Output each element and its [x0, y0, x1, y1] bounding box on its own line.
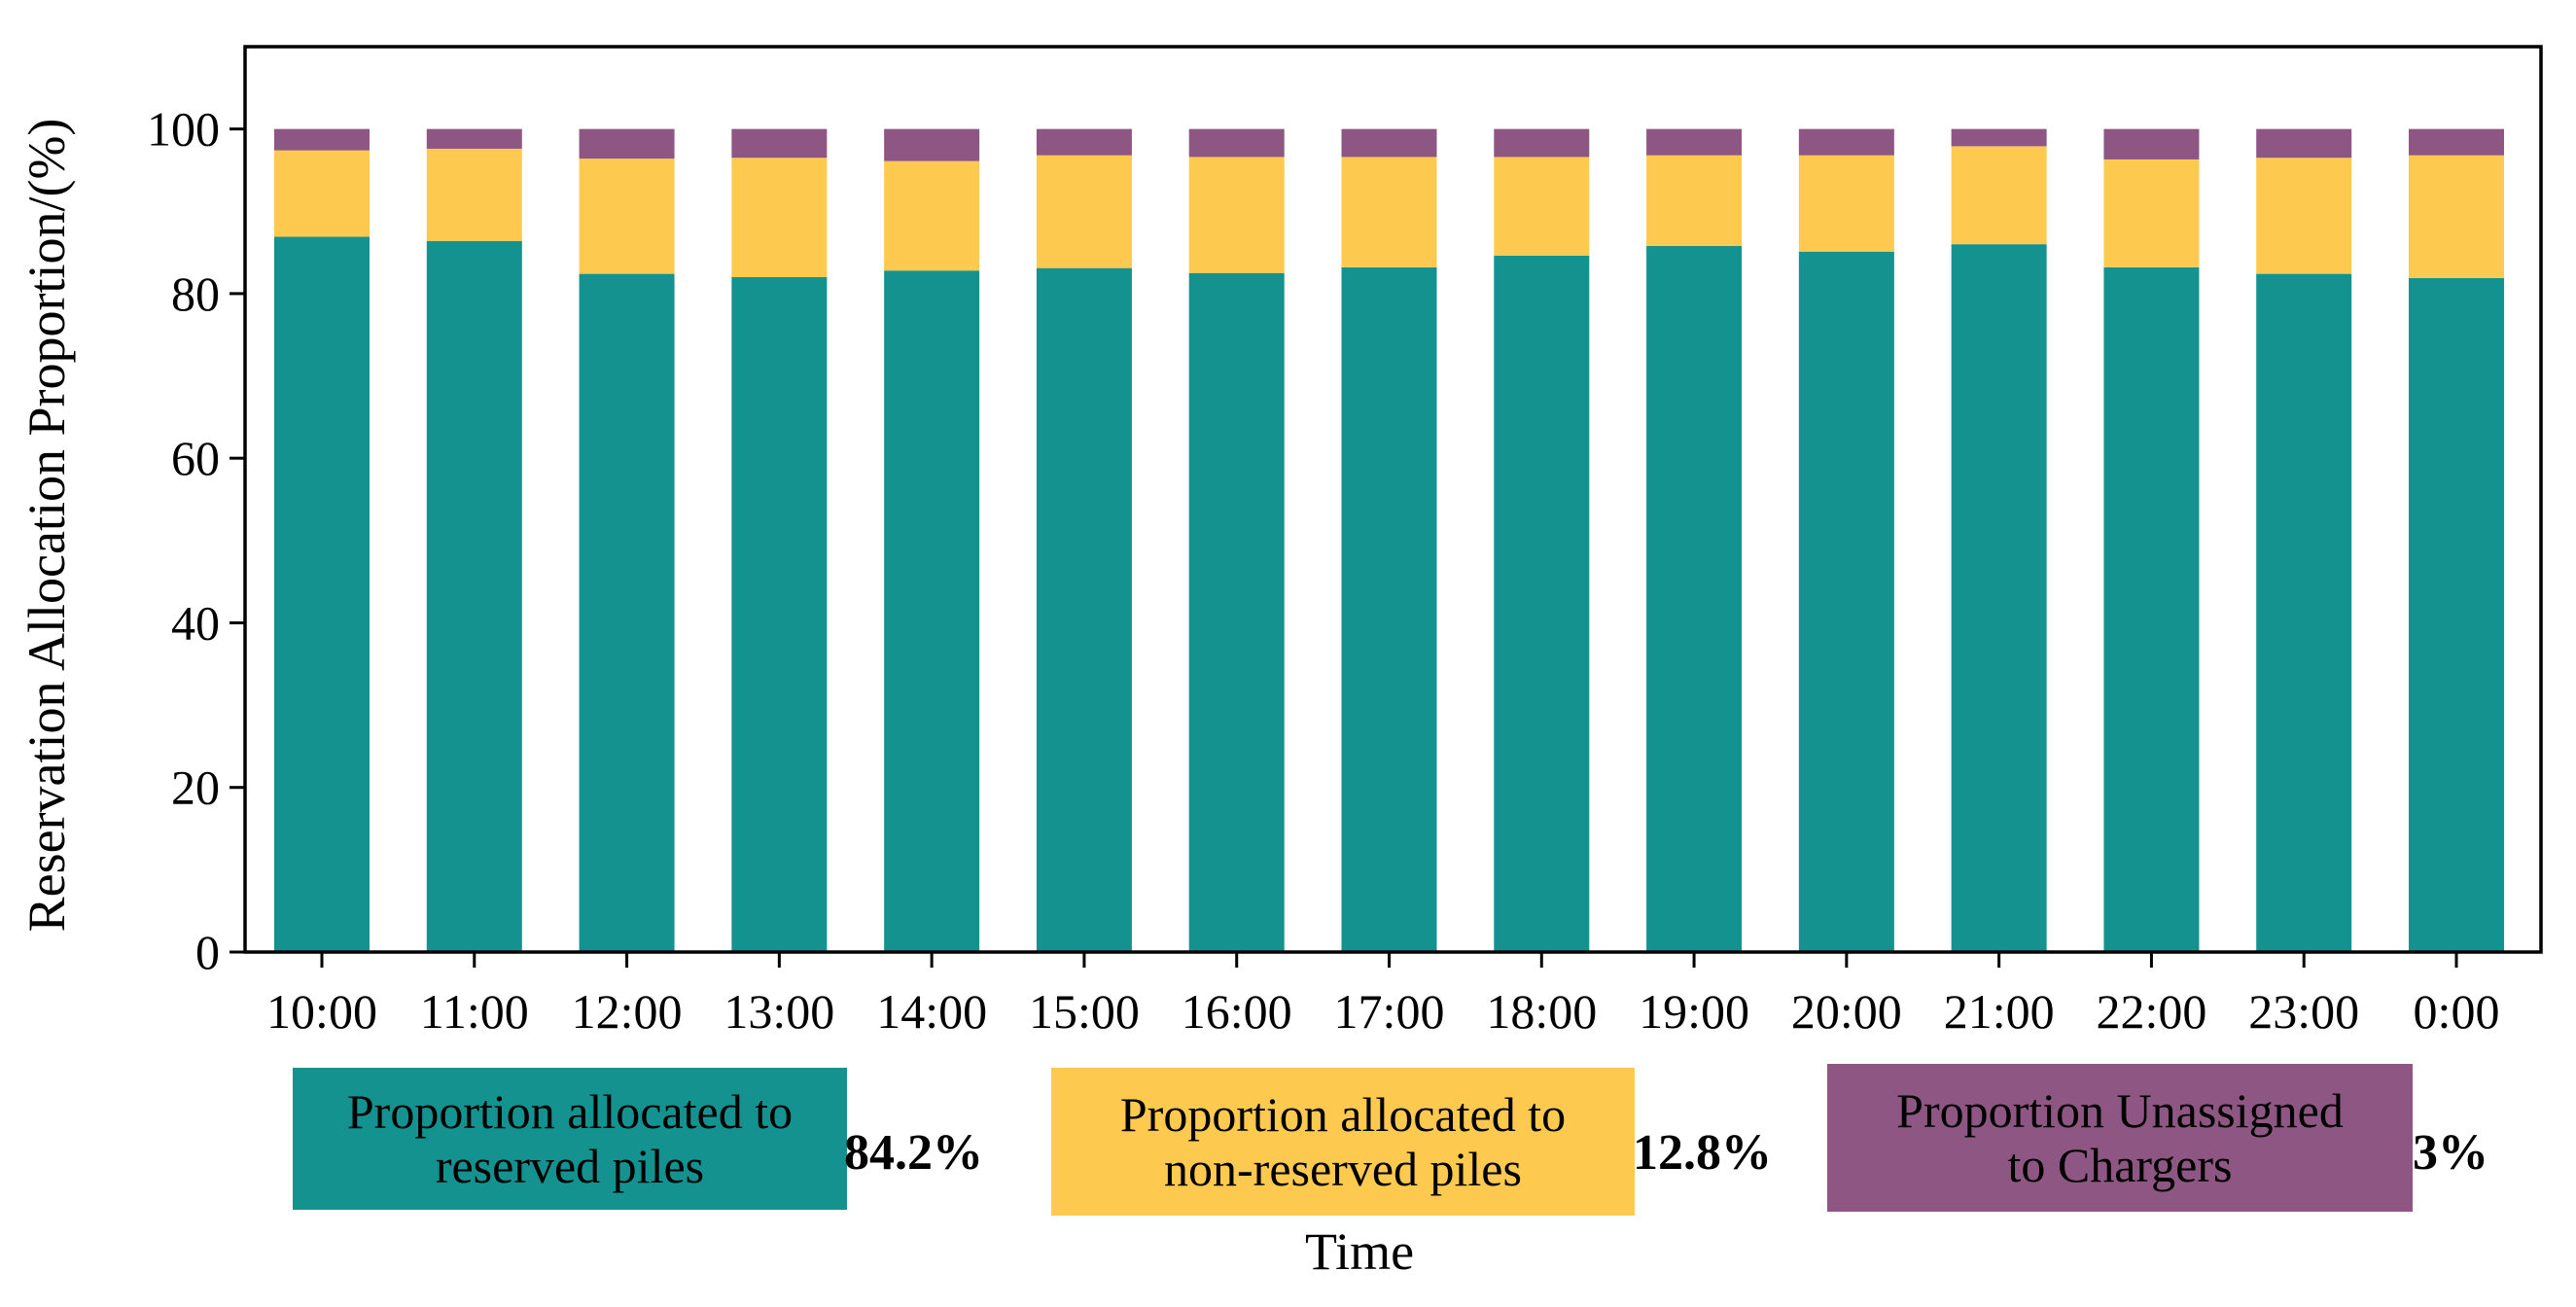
bar-1900-series-2: [1646, 155, 1743, 246]
bar-1700-series-3: [1341, 128, 1437, 158]
bar-1100-series-1: [426, 240, 522, 953]
bar-1000-series-3: [274, 128, 370, 151]
bar-1400-series-1: [884, 270, 980, 953]
x-tick-label: 21:00: [1944, 984, 2055, 1039]
bar-2300-series-1: [2256, 273, 2352, 953]
y-tick-label: 0: [195, 925, 220, 979]
bar-1800-series-2: [1494, 157, 1590, 256]
x-tick-label: 15:00: [1029, 984, 1140, 1039]
y-tick-label: 20: [171, 760, 220, 815]
bar-1600-series-3: [1188, 128, 1285, 158]
bar-000-series-1: [2409, 277, 2504, 953]
bar-1500-series-2: [1036, 155, 1132, 268]
x-tick-label: 18:00: [1486, 984, 1597, 1039]
bar-2300-series-3: [2256, 128, 2352, 159]
y-tick-label: 80: [171, 266, 220, 321]
bar-1200-series-2: [579, 159, 675, 274]
bar-1400-series-2: [884, 160, 980, 271]
bar-2000-series-3: [1798, 128, 1894, 156]
bar-2100-series-1: [1951, 244, 2047, 952]
legend-unassigned-line1: Proportion Unassigned: [1896, 1083, 2344, 1138]
legend-reserved-line1: Proportion allocated to: [346, 1084, 794, 1139]
x-tick-label: 14:00: [876, 984, 987, 1039]
bar-1600-series-1: [1188, 272, 1285, 952]
bar-1300-series-2: [731, 158, 828, 277]
y-tick-label: 60: [171, 431, 220, 485]
bar-2300-series-2: [2256, 158, 2352, 274]
bar-1500-series-1: [1036, 267, 1132, 952]
bar-1600-series-2: [1188, 157, 1285, 273]
legend-unassigned-percent: 3%: [2413, 1125, 2488, 1181]
bar-2000-series-1: [1798, 251, 1894, 952]
bar-1000-series-1: [274, 236, 370, 952]
bar-1700-series-1: [1341, 266, 1437, 953]
bar-1300-series-1: [731, 276, 828, 953]
y-tick-label: 40: [171, 595, 220, 650]
y-tick-label: 100: [147, 102, 220, 157]
legend-non-reserved-percent: 12.8%: [1633, 1125, 1772, 1181]
bar-1700-series-2: [1341, 157, 1437, 267]
bars-layer: [274, 128, 2504, 953]
x-tick-label: 20:00: [1791, 984, 1902, 1039]
legend-unassigned-line2: to Chargers: [2007, 1138, 2233, 1192]
bar-1800-series-3: [1494, 128, 1590, 158]
x-tick-label: 11:00: [420, 984, 529, 1039]
legend-unassigned: Proportion Unassigned to Chargers: [1827, 1064, 2413, 1212]
bar-1000-series-2: [274, 150, 370, 237]
plot-frame: [243, 45, 2543, 954]
x-tick-label: 17:00: [1334, 984, 1445, 1039]
legend-reserved-line2: reserved piles: [435, 1139, 705, 1193]
bar-1500-series-3: [1036, 128, 1132, 156]
bar-2200-series-1: [2103, 266, 2200, 953]
legend-non-reserved-line2: non-reserved piles: [1164, 1142, 1522, 1196]
legend-reserved: Proportion allocated to reserved piles: [293, 1068, 847, 1210]
x-tick-label: 22:00: [2096, 984, 2206, 1039]
bar-2100-series-2: [1951, 146, 2047, 245]
bar-2200-series-3: [2103, 128, 2200, 159]
bar-1100-series-3: [426, 128, 522, 149]
bar-1200-series-1: [579, 273, 675, 953]
axes-layer: 10:00 11:00 12:00 13:00 14:00 15:00 16:00 17:00…: [147, 45, 2543, 1039]
x-tick-label: 0:00: [2414, 984, 2500, 1039]
bar-1300-series-3: [731, 128, 828, 159]
x-tick-label: 23:00: [2248, 984, 2359, 1039]
bar-1800-series-1: [1494, 255, 1590, 953]
bar-2200-series-2: [2103, 159, 2200, 267]
bar-1400-series-3: [884, 128, 980, 161]
bar-1900-series-3: [1646, 128, 1743, 156]
bar-000-series-3: [2409, 128, 2504, 156]
bar-1900-series-1: [1646, 245, 1743, 952]
x-tick-label: 13:00: [723, 984, 834, 1039]
x-tick-label: 12:00: [572, 984, 683, 1039]
legend-reserved-percent: 84.2%: [844, 1125, 983, 1181]
y-axis-label: Reservation Allocation Proportion/(%): [18, 119, 76, 933]
legend-non-reserved-line1: Proportion allocated to: [1119, 1087, 1567, 1142]
x-tick-label: 16:00: [1182, 984, 1292, 1039]
bar-2000-series-2: [1798, 155, 1894, 252]
bar-2100-series-3: [1951, 128, 2047, 147]
bar-1100-series-2: [426, 148, 522, 241]
x-tick-label: 19:00: [1639, 984, 1749, 1039]
x-axis-label: Time: [1305, 1222, 1415, 1281]
legend-non-reserved: Proportion allocated to non-reserved pil…: [1051, 1068, 1635, 1216]
bar-1200-series-3: [579, 128, 675, 159]
bar-000-series-2: [2409, 155, 2504, 278]
x-tick-label: 10:00: [266, 984, 377, 1039]
